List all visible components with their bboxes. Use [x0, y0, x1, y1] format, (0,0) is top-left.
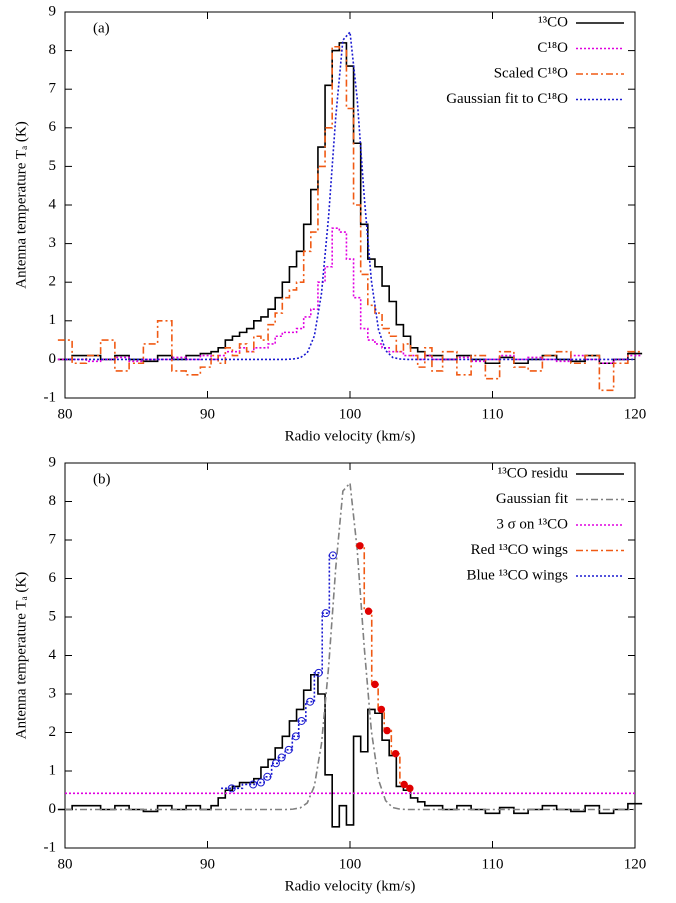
y-tick-label: 0: [49, 801, 57, 817]
marker: [284, 745, 293, 754]
marker: [306, 697, 315, 706]
series-line: [57, 227, 643, 365]
marker: [356, 542, 364, 550]
series-line: [57, 42, 643, 365]
y-tick-label: 6: [49, 570, 57, 586]
legend-label: Blue ¹³CO wings: [467, 567, 569, 583]
marker: [277, 753, 286, 762]
x-tick-label: 90: [200, 856, 215, 872]
series-line: [57, 673, 643, 828]
x-axis-label: Radio velocity (km/s): [285, 878, 416, 894]
marker: [321, 609, 330, 618]
x-tick-label: 100: [339, 856, 362, 872]
x-tick-label: 80: [58, 406, 73, 422]
legend-label: Red ¹³CO wings: [471, 542, 568, 558]
y-axis-label: Antenna temperature Tₐ (K): [13, 572, 29, 740]
y-tick-label: 5: [49, 158, 57, 174]
marker: [383, 726, 391, 735]
marker: [249, 780, 258, 789]
panel-label: (b): [93, 471, 111, 487]
marker: [263, 772, 272, 781]
y-tick-label: 3: [49, 685, 57, 701]
series-line: [65, 30, 635, 361]
panel-label: (a): [93, 20, 110, 36]
legend-label: ¹³CO residu: [498, 465, 569, 481]
y-tick-label: 9: [49, 454, 57, 470]
y-tick-label: 1: [49, 312, 57, 328]
y-tick-label: 9: [49, 3, 57, 19]
marker: [314, 668, 323, 677]
x-tick-label: 120: [624, 856, 647, 872]
series-line: [57, 45, 643, 392]
y-tick-label: -1: [44, 839, 57, 855]
marker: [400, 780, 408, 789]
y-tick-label: 1: [49, 762, 57, 778]
y-tick-label: 2: [49, 274, 57, 290]
x-tick-label: 110: [482, 856, 504, 872]
marker: [371, 680, 379, 689]
x-tick-label: 80: [58, 856, 73, 872]
marker: [364, 607, 373, 615]
y-tick-label: 4: [49, 196, 57, 212]
y-tick-label: 3: [49, 235, 57, 251]
marker: [328, 551, 337, 560]
x-tick-label: 120: [624, 406, 647, 422]
marker: [271, 759, 280, 768]
marker: [377, 705, 386, 714]
y-tick-label: -1: [44, 389, 57, 405]
marker: [406, 784, 414, 793]
y-tick-label: 7: [49, 81, 57, 97]
series-line: [65, 481, 635, 811]
marker: [391, 749, 400, 758]
marker: [291, 732, 300, 741]
y-tick-label: 4: [49, 647, 57, 663]
y-tick-label: 0: [49, 351, 57, 367]
legend-label: Gaussian fit: [496, 491, 569, 507]
y-tick-label: 6: [49, 119, 57, 135]
marker: [297, 716, 306, 725]
x-tick-label: 100: [339, 406, 362, 422]
marker: [227, 784, 236, 793]
y-tick-label: 7: [49, 531, 57, 547]
legend-label: 3 σ on ¹³CO: [496, 516, 568, 532]
marker: [256, 778, 265, 787]
legend-label: ¹³CO: [538, 14, 568, 30]
y-tick-label: 8: [49, 42, 57, 58]
x-tick-label: 90: [200, 406, 215, 422]
x-axis-label: Radio velocity (km/s): [285, 428, 416, 444]
legend-label: C¹⁸O: [537, 40, 568, 56]
y-tick-label: 2: [49, 724, 57, 740]
x-tick-label: 110: [482, 406, 504, 422]
legend-label: Gaussian fit to C¹⁸O: [446, 91, 568, 107]
legend-label: Scaled C¹⁸O: [494, 65, 568, 81]
y-tick-label: 5: [49, 608, 57, 624]
y-tick-label: 8: [49, 493, 57, 509]
y-axis-label: Antenna temperature Tₐ (K): [13, 121, 29, 289]
